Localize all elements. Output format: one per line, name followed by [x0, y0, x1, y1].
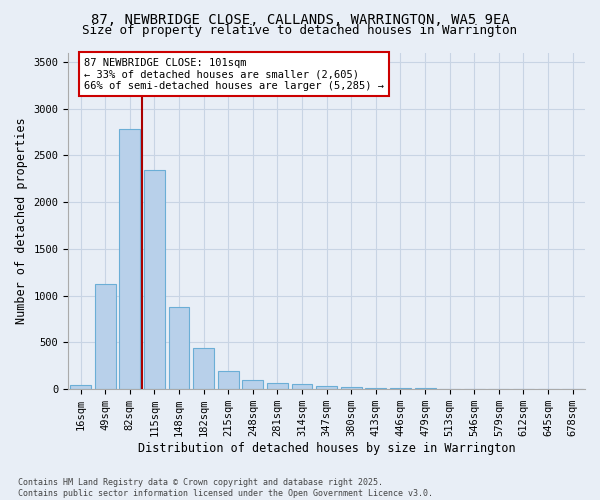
Text: Contains HM Land Registry data © Crown copyright and database right 2025.
Contai: Contains HM Land Registry data © Crown c…	[18, 478, 433, 498]
Bar	[292, 384, 313, 389]
Bar	[95, 284, 116, 389]
Bar	[341, 388, 362, 389]
Bar	[316, 386, 337, 389]
Bar	[144, 170, 165, 389]
Bar	[119, 129, 140, 389]
Text: 87, NEWBRIDGE CLOSE, CALLANDS, WARRINGTON, WA5 9EA: 87, NEWBRIDGE CLOSE, CALLANDS, WARRINGTO…	[91, 12, 509, 26]
Bar	[242, 380, 263, 389]
Bar	[390, 388, 411, 389]
Y-axis label: Number of detached properties: Number of detached properties	[15, 118, 28, 324]
Text: Size of property relative to detached houses in Warrington: Size of property relative to detached ho…	[83, 24, 517, 37]
Bar	[70, 384, 91, 389]
Bar	[415, 388, 436, 389]
X-axis label: Distribution of detached houses by size in Warrington: Distribution of detached houses by size …	[138, 442, 515, 455]
Bar	[267, 382, 288, 389]
Bar	[218, 370, 239, 389]
Bar	[193, 348, 214, 389]
Bar	[365, 388, 386, 389]
Text: 87 NEWBRIDGE CLOSE: 101sqm
← 33% of detached houses are smaller (2,605)
66% of s: 87 NEWBRIDGE CLOSE: 101sqm ← 33% of deta…	[84, 58, 384, 91]
Bar	[169, 307, 190, 389]
